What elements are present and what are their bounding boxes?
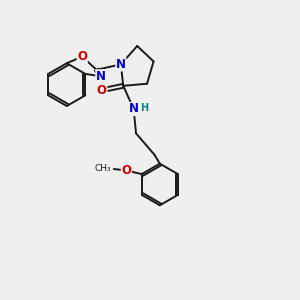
Text: O: O [121, 164, 131, 177]
Text: O: O [97, 84, 107, 97]
Text: CH₃: CH₃ [95, 164, 112, 173]
Text: N: N [129, 103, 139, 116]
Text: N: N [96, 70, 106, 83]
Text: H: H [140, 103, 148, 113]
Text: O: O [77, 50, 87, 63]
Text: N: N [116, 58, 126, 71]
